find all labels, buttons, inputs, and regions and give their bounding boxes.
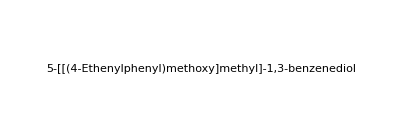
Text: 5-[[(4-Ethenylphenyl)methoxy]methyl]-1,3-benzenediol: 5-[[(4-Ethenylphenyl)methoxy]methyl]-1,3… (46, 64, 357, 73)
